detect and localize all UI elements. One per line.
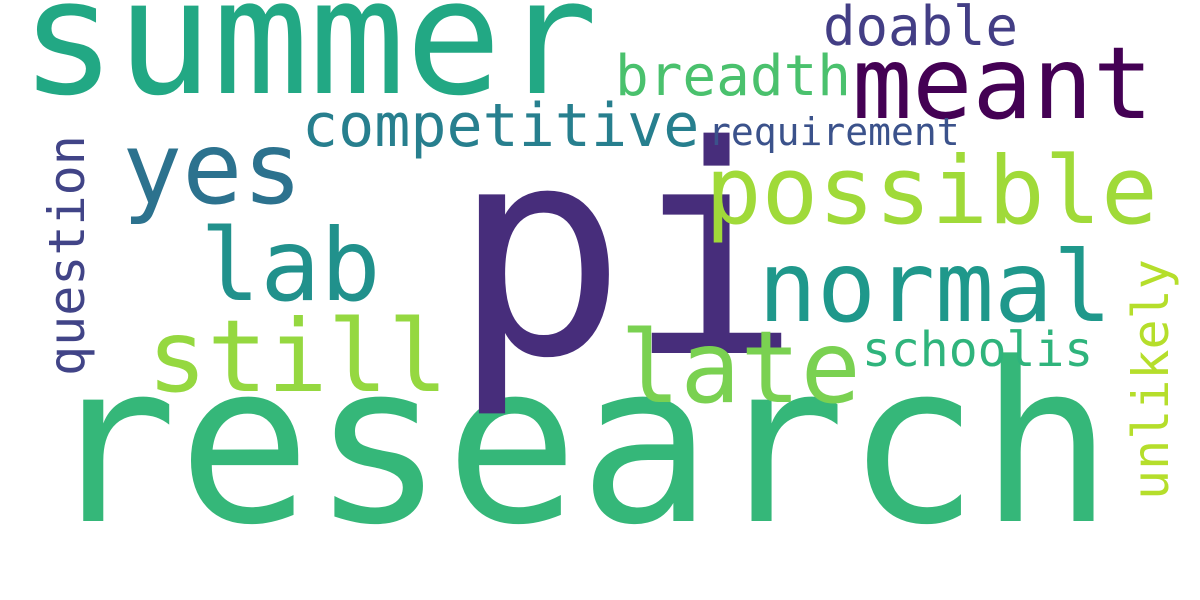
- word-yes: yes: [122, 110, 303, 227]
- word-pi: pi: [452, 85, 802, 422]
- word-summer: summer: [20, 0, 598, 131]
- word-competitive: competitive: [302, 91, 700, 161]
- word-schoolis: schoolis: [862, 322, 1094, 378]
- word-research: research: [44, 316, 1114, 574]
- word-possible: possible: [705, 137, 1158, 246]
- word-late: late: [620, 309, 861, 426]
- word-requirement: requirement: [708, 110, 960, 154]
- word-question: question: [38, 135, 96, 376]
- word-lab: lab: [200, 207, 381, 324]
- word-doable: doable: [823, 0, 1019, 58]
- word-meant: meant: [852, 25, 1154, 142]
- word-normal: normal: [758, 231, 1113, 345]
- word-still: still: [147, 298, 449, 415]
- word-breadth: breadth: [615, 44, 852, 109]
- word-unlikely: unlikely: [1122, 259, 1180, 500]
